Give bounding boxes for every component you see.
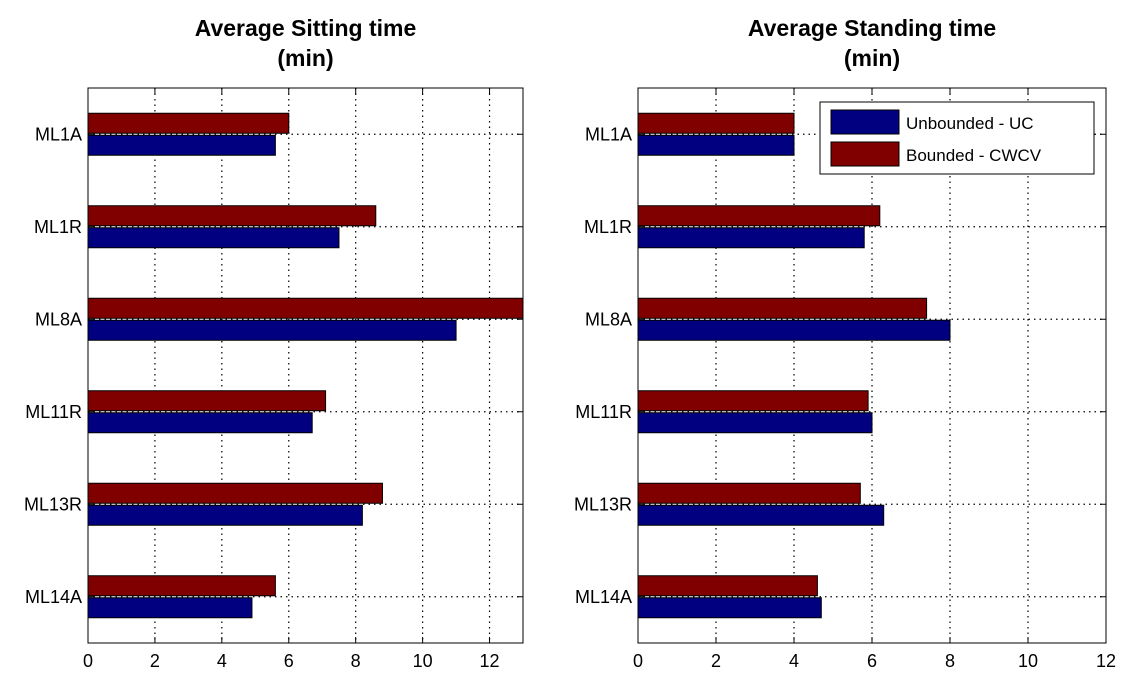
category-label: ML13R bbox=[574, 494, 632, 514]
bar-unbounded-ML14A bbox=[87, 597, 253, 619]
chart-title-line: Average Sitting time bbox=[195, 15, 417, 41]
bar-bounded-ML1A bbox=[637, 112, 795, 134]
category-label: ML1R bbox=[34, 217, 82, 237]
legend: Unbounded - UC Bounded - CWCV bbox=[819, 101, 1095, 175]
bar-unbounded-ML11R bbox=[637, 412, 873, 434]
bar-bounded-ML11R bbox=[637, 390, 869, 412]
bar-unbounded-ML13R bbox=[87, 504, 363, 526]
x-tick-label: 12 bbox=[1096, 651, 1116, 671]
legend-swatch bbox=[830, 141, 900, 167]
category-label: ML1R bbox=[584, 217, 632, 237]
x-tick-label: 6 bbox=[867, 651, 877, 671]
x-tick-label: 6 bbox=[284, 651, 294, 671]
chart-title-line: (min) bbox=[277, 45, 333, 71]
legend-label: Unbounded - UC bbox=[906, 114, 1034, 133]
bar-unbounded-ML1A bbox=[637, 134, 795, 156]
bar-unbounded-ML1R bbox=[87, 227, 340, 249]
bar-unbounded-ML14A bbox=[637, 597, 822, 619]
bar-bounded-ML1R bbox=[637, 205, 881, 227]
bar-unbounded-ML8A bbox=[637, 319, 951, 341]
x-tick-label: 8 bbox=[945, 651, 955, 671]
bar-bounded-ML8A bbox=[637, 297, 928, 319]
x-tick-label: 10 bbox=[1018, 651, 1038, 671]
x-tick-label: 4 bbox=[217, 651, 227, 671]
x-tick-label: 4 bbox=[789, 651, 799, 671]
category-label: ML1A bbox=[585, 124, 632, 144]
x-tick-label: 2 bbox=[150, 651, 160, 671]
chart-title-line: (min) bbox=[844, 45, 900, 71]
chart-1: Average Sitting time (min) 0 2 4 6 8 10 12 ML1A ML… bbox=[24, 15, 524, 671]
bar-bounded-ML14A bbox=[637, 575, 818, 597]
category-label: ML8A bbox=[35, 309, 82, 329]
axis-box bbox=[87, 87, 524, 644]
bar-bounded-ML11R bbox=[87, 390, 327, 412]
category-label: ML11R bbox=[25, 402, 82, 422]
bar-bounded-ML14A bbox=[87, 575, 276, 597]
bar-unbounded-ML13R bbox=[637, 504, 885, 526]
x-tick-label: 10 bbox=[413, 651, 433, 671]
category-label: ML11R bbox=[575, 402, 632, 422]
legend-label: Bounded - CWCV bbox=[906, 146, 1042, 165]
bar-unbounded-ML11R bbox=[87, 412, 313, 434]
category-label: ML8A bbox=[585, 309, 632, 329]
category-label: ML14A bbox=[25, 587, 82, 607]
x-tick-label: 8 bbox=[351, 651, 361, 671]
x-tick-label: 2 bbox=[711, 651, 721, 671]
x-tick-label: 0 bbox=[633, 651, 643, 671]
bar-unbounded-ML1A bbox=[87, 134, 276, 156]
bar-bounded-ML13R bbox=[637, 482, 861, 504]
bar-bounded-ML13R bbox=[87, 482, 383, 504]
legend-swatch bbox=[830, 109, 900, 135]
category-label: ML1A bbox=[35, 124, 82, 144]
chart-title-line: Average Standing time bbox=[748, 15, 996, 41]
x-tick-label: 0 bbox=[83, 651, 93, 671]
bar-bounded-ML8A bbox=[87, 297, 524, 319]
category-label: ML13R bbox=[24, 494, 82, 514]
category-label: ML14A bbox=[575, 587, 632, 607]
bar-unbounded-ML8A bbox=[87, 319, 457, 341]
bar-bounded-ML1R bbox=[87, 205, 377, 227]
bar-unbounded-ML1R bbox=[637, 227, 865, 249]
x-tick-label: 12 bbox=[480, 651, 500, 671]
bar-bounded-ML1A bbox=[87, 112, 290, 134]
chart-2: Average Standing time (min) 0 2 4 6 8 10 12 ML1A M… bbox=[574, 15, 1116, 671]
